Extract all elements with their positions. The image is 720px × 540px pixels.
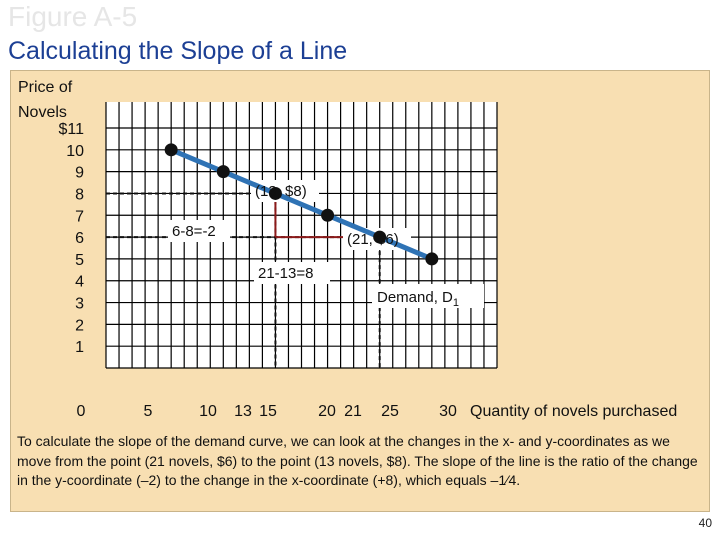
- x-tick-label: 25: [381, 403, 399, 420]
- y-tick-label: 8: [75, 186, 84, 203]
- figure-caption: To calculate the slope of the demand cur…: [17, 433, 698, 488]
- x-tick-label: 0: [77, 403, 86, 420]
- x-tick-label: 20: [318, 403, 336, 420]
- point-13-label-bg: [251, 180, 319, 202]
- x-tick-label: 30: [439, 403, 457, 420]
- demand-point: [216, 165, 230, 179]
- x-tick-label: 15: [259, 403, 277, 420]
- y-tick-label: 3: [75, 296, 84, 313]
- x-tick-label: 21: [344, 403, 362, 420]
- y-tick-label: 6: [75, 230, 84, 247]
- chart-ticks: 1 2 3 4 5 6 7 8 9 10 $11 0 5 10 13 15 20 21 25 30: [58, 121, 457, 420]
- demand-point: [373, 230, 387, 244]
- y-tick-label: 10: [66, 143, 84, 160]
- x-tick-label: 5: [144, 403, 153, 420]
- demand-label-bg: [372, 284, 484, 308]
- chart-grid: [105, 102, 498, 369]
- x-tick-label: 10: [199, 403, 217, 420]
- y-tick-label: 9: [75, 165, 84, 182]
- y-tick-label: 2: [75, 317, 84, 334]
- x-tick-label: 13: [234, 403, 252, 420]
- y-axis-label-line2: Novels: [18, 104, 67, 121]
- demand-point: [164, 143, 178, 157]
- figure-label: Figure A-5: [8, 1, 138, 32]
- rise-label-bg: [168, 220, 230, 242]
- annotation-point-21-6: (21, $6): [347, 231, 399, 248]
- demand-point: [268, 186, 282, 200]
- demand-point: [425, 252, 439, 266]
- y-tick-label: 1: [75, 339, 84, 356]
- page-number: 40: [698, 516, 712, 530]
- demand-curve-line: [170, 147, 433, 262]
- slope-guides: [106, 180, 484, 368]
- demand-point: [321, 208, 335, 222]
- run-label-bg: [254, 262, 330, 284]
- y-tick-label: $11: [58, 121, 84, 138]
- annotation-rise: 6-8=-2: [172, 223, 216, 240]
- y-tick-label: 7: [75, 208, 84, 225]
- y-tick-label: 4: [75, 274, 84, 291]
- slide-title: Calculating the Slope of a Line: [8, 37, 348, 65]
- annotation-point-13-8: (13, $8): [255, 183, 307, 200]
- legend-demand-label: Demand, D1: [377, 289, 459, 309]
- x-axis-label: Quantity of novels purchased: [470, 403, 677, 420]
- annotation-run: 21-13=8: [258, 265, 313, 282]
- y-tick-label: 5: [75, 252, 84, 269]
- y-axis-label-line1: Price of: [18, 79, 73, 96]
- chart-series: [164, 143, 439, 266]
